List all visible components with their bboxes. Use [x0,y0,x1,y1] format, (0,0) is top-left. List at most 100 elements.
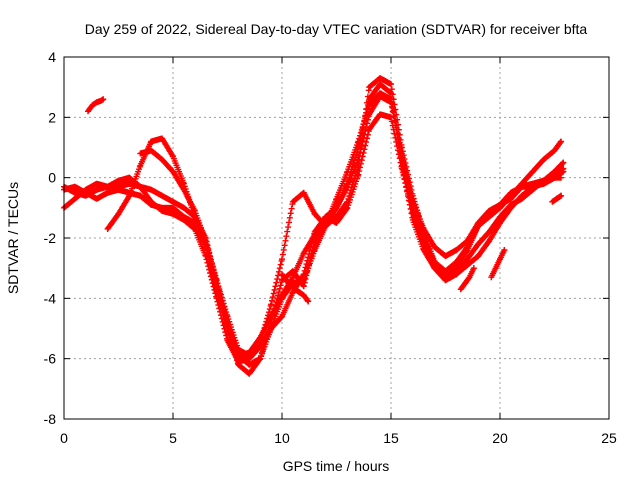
x-tick-label: 15 [383,430,399,446]
y-tick-label: 2 [48,109,56,125]
plus-marker [310,243,317,250]
plus-marker [268,297,275,304]
y-tick-label: -6 [44,351,57,367]
plus-marker [405,197,412,204]
plus-marker [363,109,370,116]
plus-marker [284,228,291,235]
plus-marker [212,283,219,290]
plus-marker [356,140,363,147]
plus-marker [388,81,394,88]
plus-marker [222,318,229,325]
plus-marker [350,160,357,167]
plus-marker [558,174,565,181]
plus-marker [305,298,312,305]
plus-marker [396,148,403,155]
plus-marker [388,114,394,121]
plus-marker [304,268,311,275]
plus-marker [357,136,364,143]
x-tick-label: 20 [492,430,508,446]
plus-marker [288,205,295,212]
plus-marker [388,118,395,125]
plus-marker [501,247,508,254]
plus-marker [353,148,360,155]
plus-marker [217,300,224,307]
satellite-track-6 [84,96,107,115]
plus-marker [351,157,358,164]
plus-marker [388,95,395,102]
plus-marker [306,261,313,268]
plus-marker [392,119,399,126]
plus-marker [349,163,356,170]
plus-marker [208,269,215,276]
plus-marker [269,294,276,301]
plus-marker [202,244,209,251]
y-tick-label: -4 [44,290,57,306]
plus-marker [364,131,371,138]
plus-marker [402,179,409,186]
plus-marker [259,346,266,353]
plus-marker [348,166,355,173]
y-tick-labels: -8 -6 -4 -2 0 2 4 [44,49,57,427]
plus-marker [300,283,307,290]
plus-marker [360,121,367,128]
plus-marker [203,247,210,254]
plus-marker [352,154,359,161]
plus-marker [100,96,107,103]
plus-marker [347,169,354,176]
y-tick-label: -2 [44,230,57,246]
plus-marker [394,136,401,143]
plus-marker [389,101,396,108]
satellite-track-7 [279,271,312,305]
plus-marker [216,297,223,304]
plus-marker [287,210,294,217]
plus-marker [558,192,565,199]
data-points [61,75,567,377]
plus-marker [306,257,313,264]
plus-marker [470,265,477,272]
plus-marker [217,303,224,310]
plus-marker [301,279,308,286]
plus-marker [560,159,567,166]
plus-marker [399,166,406,173]
plus-marker [281,242,288,249]
y-tick-label: -8 [44,411,57,427]
plus-marker [211,280,218,287]
plus-marker [305,265,312,272]
plus-marker [282,237,289,244]
plus-marker [401,175,408,182]
x-tick-label: 10 [274,430,290,446]
plus-marker [276,265,283,272]
plus-marker [209,273,216,280]
plus-marker [261,341,268,348]
plus-marker [362,113,369,120]
satellite-track-9 [488,247,508,281]
plus-marker [283,233,290,240]
plus-marker [222,329,229,336]
x-tick-label: 25 [601,430,617,446]
plus-marker [258,349,265,356]
plus-marker [355,171,362,178]
x-tick-labels: 0 5 10 15 20 25 [60,430,617,446]
plus-marker [389,122,396,129]
grid-lines [64,57,609,419]
plus-marker [405,193,412,200]
y-axis-label: SDTVAR / TECUs [5,182,21,294]
plus-marker [355,144,362,151]
plus-marker [362,142,369,149]
axis-ticks [63,56,610,420]
plus-marker [213,289,220,296]
plus-marker [214,292,221,299]
plus-marker [307,254,314,261]
plus-marker [285,219,292,226]
plus-marker [404,188,411,195]
plus-marker [303,272,310,279]
plus-marker [279,251,286,258]
plus-marker [277,282,284,289]
plus-marker [400,171,407,178]
plus-marker [345,177,352,184]
plus-marker [262,338,269,345]
plus-marker [360,149,367,156]
plus-marker [210,276,217,283]
plus-marker [257,355,264,362]
